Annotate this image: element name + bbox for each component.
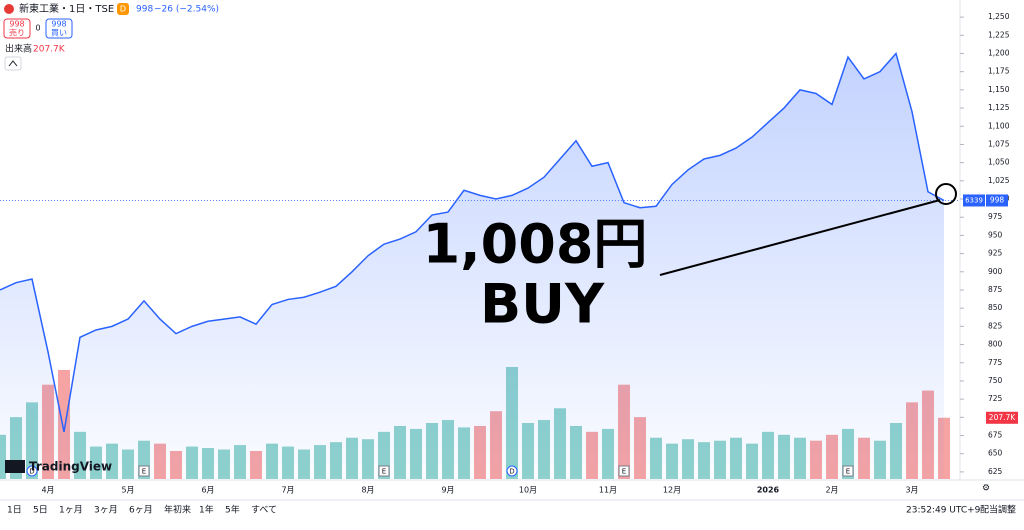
price-line: [0, 51, 945, 433]
price-tag-text: 998: [990, 195, 1005, 204]
annotation-action: BUY: [480, 273, 605, 336]
y-tick-label: 850: [988, 303, 1003, 312]
volume-tag-text: 207.7K: [989, 413, 1016, 422]
range-button[interactable]: 年初来: [164, 504, 191, 516]
range-button[interactable]: 5日: [33, 505, 48, 516]
collapse-icon: [8, 60, 18, 67]
y-tick-label: 625: [988, 467, 1003, 476]
code-tag-text: 6339: [965, 196, 983, 204]
range-button[interactable]: 1ヶ月: [59, 505, 83, 516]
event-marker: [618, 465, 630, 477]
collapse-button[interactable]: [4, 56, 22, 71]
clock: 23:52:49 UTC+9: [906, 506, 981, 516]
x-tick-label: 4月: [41, 486, 54, 495]
annotation-line: [659, 199, 941, 276]
x-tick-label: 12月: [663, 486, 681, 495]
y-tick-label: 675: [988, 431, 1003, 440]
range-button[interactable]: 1日: [7, 505, 22, 516]
x-tick-label: 2026: [757, 486, 780, 495]
range-button[interactable]: 3ヶ月: [94, 505, 118, 516]
x-tick-label: 11月: [599, 486, 617, 495]
annotation-circle: [935, 183, 957, 205]
x-tick-label: 3月: [905, 486, 918, 495]
event-marker: [842, 465, 854, 477]
x-tick-label: 6月: [201, 486, 214, 495]
range-button[interactable]: 5年: [225, 504, 240, 516]
y-tick-label: 750: [988, 376, 1003, 385]
toolbar: 1日 5日 1ヶ月 3ヶ月 6ヶ月 年初来 1年 5年 すべて: [7, 504, 277, 516]
event-label: D: [29, 468, 34, 476]
range-button[interactable]: 6ヶ月: [129, 505, 153, 516]
y-tick-label: 1,150: [988, 85, 1010, 94]
range-button[interactable]: 1年: [199, 504, 214, 516]
event-marker: [506, 465, 518, 477]
x-tick-label: 8月: [361, 486, 374, 495]
y-tick-label: 950: [988, 230, 1003, 239]
y-tick-label: 1,025: [988, 176, 1010, 185]
x-tick-label: 5月: [121, 486, 134, 495]
event-label: D: [509, 468, 514, 476]
spread: 0: [35, 24, 40, 33]
x-tick-label: 7月: [281, 486, 294, 495]
price-area: [0, 53, 944, 479]
sell-button[interactable]: [3, 18, 31, 39]
event-marker: [138, 465, 150, 477]
logo: TradingView: [29, 460, 112, 474]
x-tick-label: 10月: [519, 486, 537, 495]
annotation-price: 1,008円: [423, 213, 648, 276]
sell-label: 売り: [9, 28, 25, 38]
y-tick-label: 975: [988, 212, 1003, 221]
code-tag: [963, 194, 985, 207]
event-marker: [26, 465, 38, 477]
event-label: E: [142, 468, 146, 476]
sell-price: 998: [9, 20, 24, 29]
y-tick-label: 1,175: [988, 67, 1010, 76]
y-tick-label: 800: [988, 340, 1003, 349]
volume-tag: [986, 411, 1018, 424]
y-tick-label: 1,200: [988, 48, 1010, 57]
y-tick-label: 1,250: [988, 12, 1010, 21]
plot: 6256506757007257507758008258508759009259…: [0, 12, 1018, 495]
y-tick-label: 1,225: [988, 30, 1010, 39]
last-price: 998: [136, 5, 153, 15]
event-label: E: [846, 468, 850, 476]
x-tick-label: 2月: [825, 486, 838, 495]
settings-icon[interactable]: ⚙: [982, 484, 990, 494]
y-tick-label: 775: [988, 358, 1003, 367]
y-tick-label: 925: [988, 249, 1003, 258]
adjust-button[interactable]: 配当調整: [980, 504, 1016, 516]
badge-text: D: [120, 5, 126, 14]
symbol: 新東工業・1日・TSE: [19, 2, 114, 15]
event-marker: [378, 465, 390, 477]
buy-button[interactable]: [45, 18, 73, 39]
x-tick-label: 9月: [441, 486, 454, 495]
y-tick-label: 1,125: [988, 103, 1010, 112]
buy-price: 998: [51, 20, 66, 29]
badge: [117, 3, 129, 15]
y-tick-label: 725: [988, 394, 1003, 403]
logo-icon: [5, 460, 25, 473]
y-tick-label: 1,050: [988, 158, 1010, 167]
y-tick-label: 825: [988, 321, 1003, 330]
range-button[interactable]: すべて: [251, 505, 277, 516]
y-tick-label: 875: [988, 285, 1003, 294]
y-tick-label: 1,100: [988, 121, 1010, 130]
price-change: −26 (−2.54%): [154, 5, 219, 15]
y-tick-label: 1,075: [988, 139, 1010, 148]
y-tick-label: 650: [988, 449, 1003, 458]
volume-value: 207.7K: [33, 45, 66, 55]
volume-title: 出来高: [5, 43, 32, 55]
y-tick-label: 900: [988, 267, 1003, 276]
buy-label: 買い: [51, 29, 67, 38]
price-tag: [986, 194, 1008, 207]
event-label: E: [622, 468, 626, 476]
event-label: E: [382, 468, 386, 476]
symbol-icon: [4, 4, 14, 14]
